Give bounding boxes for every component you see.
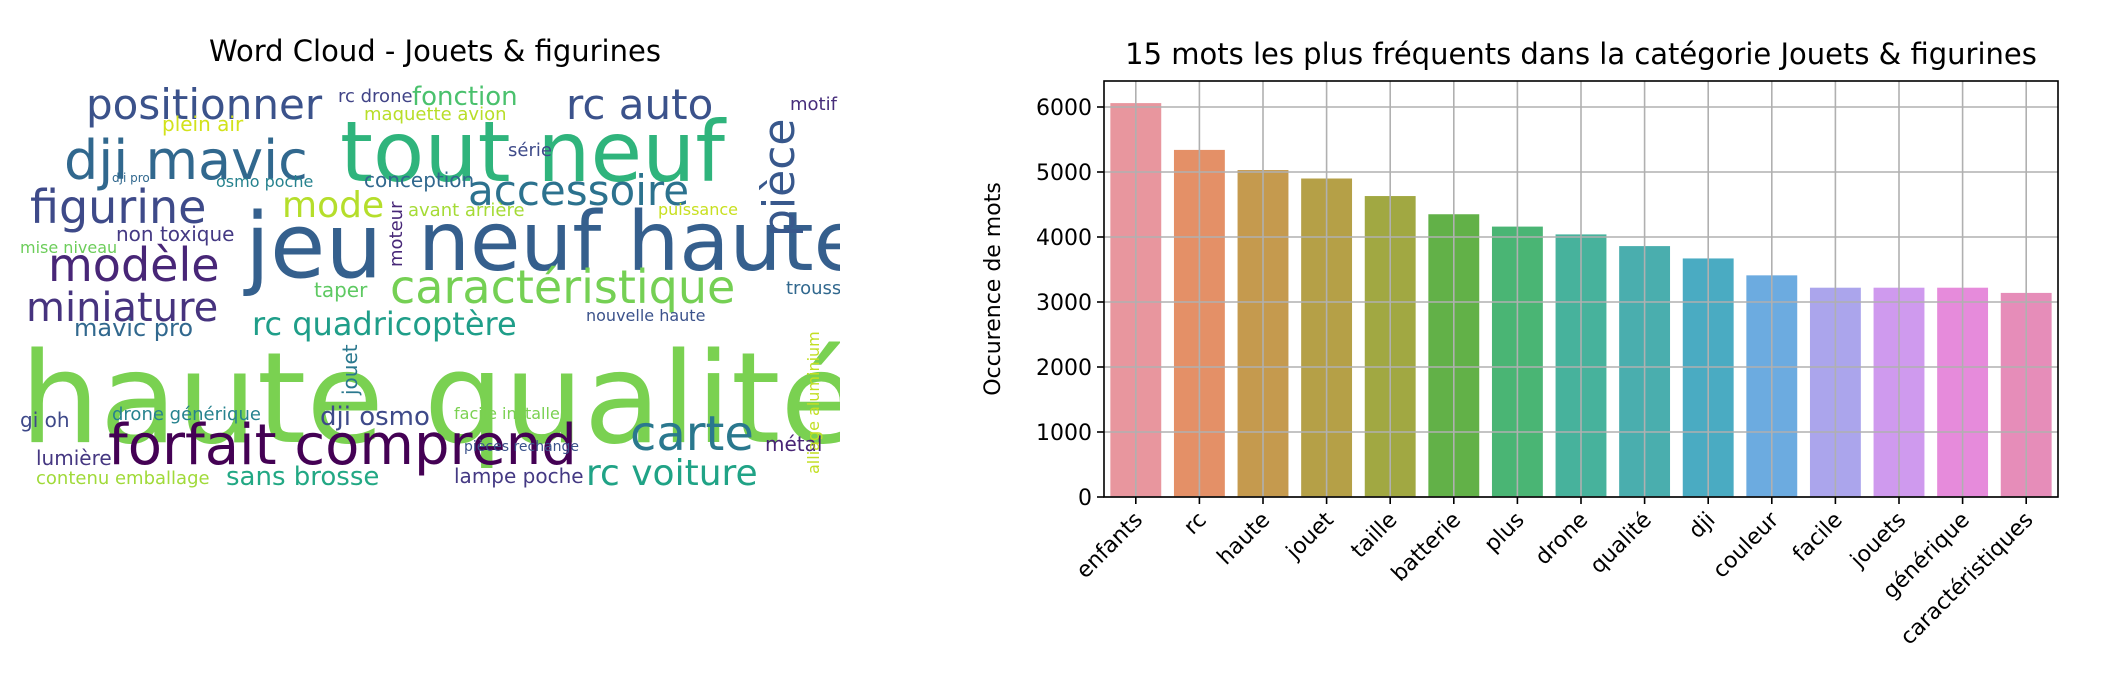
wordcloud-word: rc quadricoptère [252, 305, 517, 343]
y-axis-label: Occurence de mots [981, 182, 1006, 396]
wordcloud-word: motif [790, 94, 837, 115]
wordcloud-word: avant arrière [408, 200, 525, 221]
wordcloud-word: positionner [86, 84, 323, 129]
wordcloud-word: haute qualité [20, 325, 840, 472]
y-tick-label: 3000 [1036, 291, 1092, 316]
chart-title: 15 mots les plus fréquents dans la catég… [1125, 37, 2037, 71]
wordcloud-word: miniature [26, 285, 219, 331]
wordcloud-word: gi oh [20, 408, 70, 432]
wordcloud-word: maquette avion [364, 104, 507, 125]
wordcloud-word: neuf haute [418, 195, 840, 290]
x-tick-label: jouet [1281, 507, 1339, 565]
wordcloud-word: dji osmo [320, 402, 430, 432]
wordcloud-word: nouvelle haute [586, 306, 706, 325]
wordcloud-word: taper [314, 278, 368, 302]
wordcloud-word: mode [282, 185, 385, 226]
y-tick-label: 2000 [1036, 356, 1092, 381]
wordcloud-word: osmo poche [216, 172, 314, 191]
wordcloud-title: Word Cloud - Jouets & figurines [209, 34, 661, 68]
y-tick-label: 0 [1078, 486, 1092, 511]
wordcloud-word: dji pro [112, 171, 150, 185]
wordcloud-word: métal [765, 432, 823, 456]
wordcloud-word: tout neuf [340, 103, 725, 201]
x-tick-label: couleur [1708, 507, 1784, 583]
wordcloud-word: rc voiture [586, 453, 758, 492]
wordcloud-word: jeu [245, 194, 383, 299]
wordcloud-word: non toxique [116, 222, 235, 246]
y-tick-label: 5000 [1036, 161, 1092, 186]
wordcloud-word: lampe poche [454, 464, 584, 488]
wordcloud-word: mavic pro [74, 314, 194, 342]
wordcloud-word: forfait comprend [108, 413, 577, 478]
wordcloud-word: facile installer [454, 404, 567, 423]
x-tick-label: plus [1480, 508, 1530, 558]
wordcloud-word: conception [364, 168, 475, 192]
wordcloud-word: plein air [162, 112, 244, 136]
x-tick-label: dji [1684, 508, 1720, 544]
wordcloud-word: sans brosse [226, 462, 380, 492]
x-tick-label: enfants [1072, 508, 1148, 584]
x-tick-label: qualité [1586, 508, 1657, 579]
x-tick-label: facile [1788, 508, 1847, 567]
wordcloud-word: rc drone [338, 86, 413, 107]
wordcloud-word: drone générique [112, 404, 261, 425]
wordcloud-word: série [508, 140, 552, 161]
wordcloud-word: modèle [48, 238, 220, 292]
x-tick-label: rc [1179, 508, 1211, 540]
wordcloud-word: mise niveau [20, 238, 118, 257]
y-tick-label: 6000 [1036, 96, 1092, 121]
x-tick-label: haute [1213, 508, 1276, 571]
wordcloud-image: haute qualité tout neuf jeu neuf haute forfa… [20, 84, 840, 492]
wordcloud-word: carte [630, 406, 754, 462]
x-tick-label: drone [1531, 508, 1594, 571]
wordcloud-word: dji mavic [64, 129, 308, 192]
wordcloud-word: contenu emballage [36, 468, 210, 489]
wordcloud-word: rc auto [566, 84, 714, 129]
wordcloud-word: pièces rechange [464, 439, 580, 455]
y-tick-label: 4000 [1036, 226, 1092, 251]
wordcloud-word: puissance [658, 200, 738, 219]
wordcloud-word: fonction [412, 84, 518, 112]
wordcloud-word: trousse [786, 278, 840, 299]
wordcloud-word: figurine [30, 180, 207, 234]
x-tick-label: batterie [1387, 508, 1466, 587]
y-tick-label: 1000 [1036, 421, 1092, 446]
wordcloud-word: accessoire [468, 166, 690, 215]
wordcloud-word: caractéristique [390, 260, 736, 314]
wordcloud-word: lumière [36, 446, 112, 470]
x-tick-label: taille [1347, 508, 1403, 564]
